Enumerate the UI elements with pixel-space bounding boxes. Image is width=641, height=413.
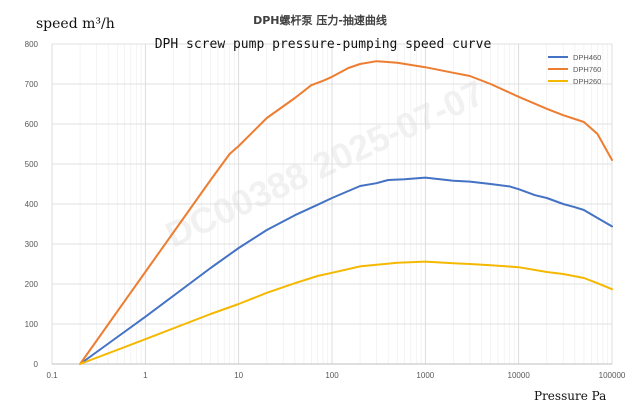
- series-layer: [79, 60, 613, 365]
- y-tick-label: 0: [34, 360, 39, 369]
- x-tick-label: 1: [143, 371, 148, 380]
- legend: DPH460 DPH760 DPH260: [548, 53, 601, 86]
- x-tick-label: 1000: [416, 371, 434, 380]
- x-tick-label: 10000: [508, 371, 531, 380]
- chart-subtitle: DPH screw pump pressure-pumping speed cu…: [155, 37, 492, 52]
- chart-title: DPH螺杆泵 压力-抽速曲线: [253, 13, 387, 27]
- x-tick-label: 100: [325, 371, 339, 380]
- y-tick-label: 600: [25, 120, 39, 129]
- y-tick-label: 800: [25, 40, 39, 49]
- axis-layer: 0 100 200 300 400 500 600 700 800 0.1 1 10 100 1000 10…: [25, 40, 626, 380]
- y-tick-label: 300: [25, 240, 39, 249]
- series-line-dph760: [79, 60, 613, 365]
- y-tick-label: 400: [25, 200, 39, 209]
- y-tick-label: 100: [25, 320, 39, 329]
- series-line-dph460: [79, 176, 613, 365]
- legend-label-dph460: DPH460: [573, 53, 601, 62]
- y-tick-label: 200: [25, 280, 39, 289]
- grid-layer: [51, 43, 613, 365]
- x-tick-label: 100000: [599, 371, 626, 380]
- x-tick-label: 10: [234, 371, 243, 380]
- series-line-dph260: [79, 260, 613, 365]
- x-tick-label: 0.1: [46, 371, 58, 380]
- x-axis-label: Pressure Pa: [534, 389, 606, 403]
- y-tick-label: 700: [25, 80, 39, 89]
- y-tick-label: 500: [25, 160, 39, 169]
- y-axis-label: speed m³/h: [36, 16, 115, 32]
- legend-label-dph260: DPH260: [573, 77, 601, 86]
- legend-label-dph760: DPH760: [573, 65, 601, 74]
